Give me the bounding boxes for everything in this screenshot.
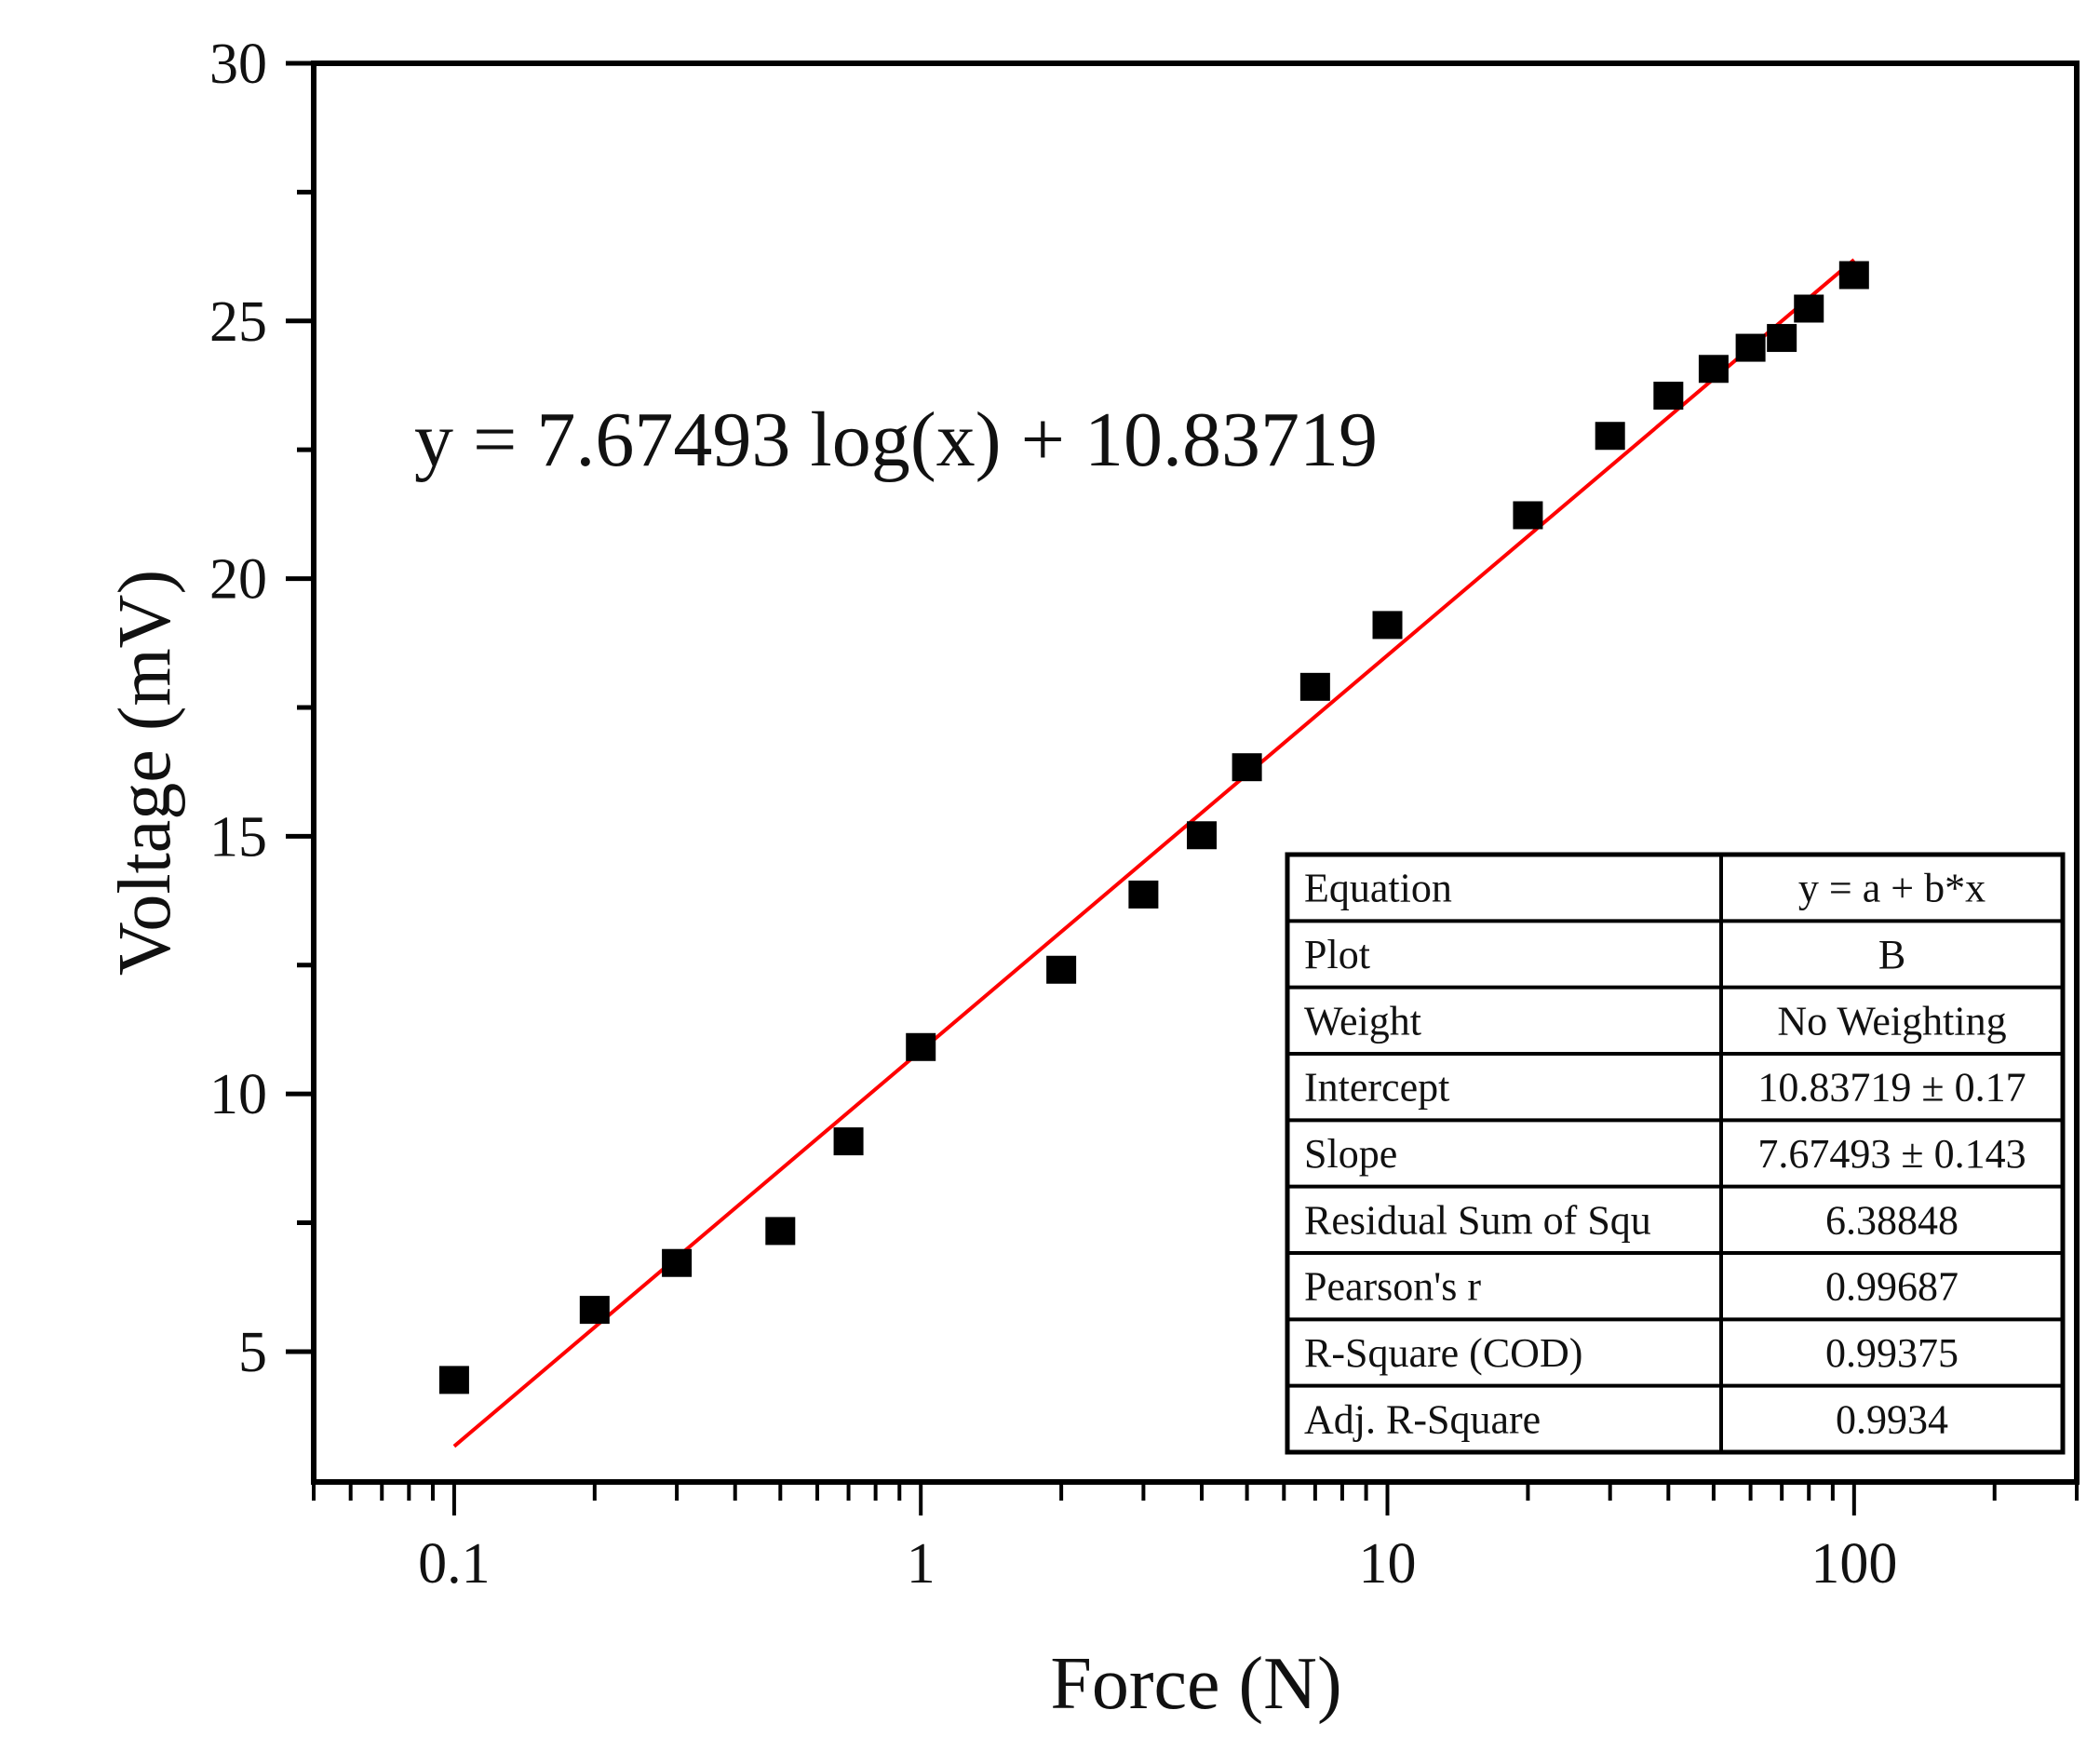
table-cell-label: Equation xyxy=(1304,866,1452,911)
data-point-marker xyxy=(1187,821,1218,850)
table-cell-value: No Weighting xyxy=(1777,998,2006,1044)
data-point-marker xyxy=(662,1248,693,1277)
data-point-marker xyxy=(1046,955,1077,984)
y-tick-label: 10 xyxy=(209,1063,267,1126)
plot-border xyxy=(311,61,2080,1485)
data-point-marker xyxy=(765,1217,796,1246)
table-cell-label: Intercept xyxy=(1304,1065,1449,1111)
table-cell-value: y = a + b*x xyxy=(1798,866,1986,911)
x-axis-ticks: 0.1 1 10 100 xyxy=(312,1482,2079,1596)
table-cell-value: 0.99687 xyxy=(1825,1264,1959,1310)
data-point-marker xyxy=(1735,333,1766,362)
table-cell-value: B xyxy=(1878,932,1905,977)
table-cell-label: Slope xyxy=(1304,1131,1397,1177)
table-cell-label: Pearson's r xyxy=(1304,1264,1481,1310)
data-point-marker xyxy=(1838,261,1869,290)
data-point-marker xyxy=(1767,324,1797,353)
data-point-marker xyxy=(833,1127,864,1156)
data-point-marker xyxy=(1513,501,1543,530)
data-point-marker xyxy=(1698,355,1729,384)
fit-results-table: Equation y = a + b*x Plot B Weight No Weighti… xyxy=(1285,852,2066,1455)
table-cell-value: 10.83719 ± 0.17 xyxy=(1757,1065,2026,1111)
data-point-marker xyxy=(1595,422,1625,451)
table-cell-label: R-Square (COD) xyxy=(1304,1330,1582,1376)
data-point-marker xyxy=(1128,880,1159,909)
fit-line xyxy=(452,258,1856,1448)
table-cell-label: Adj. R-Square xyxy=(1304,1396,1541,1442)
table-cell-label: Weight xyxy=(1304,998,1421,1044)
x-axis-title: Force (N) xyxy=(1050,1643,1341,1725)
data-point-marker xyxy=(1794,294,1824,323)
data-point-marker xyxy=(579,1296,610,1325)
data-point-marker xyxy=(1299,672,1330,701)
table-border xyxy=(1285,852,2066,1455)
y-tick-label: 5 xyxy=(238,1321,267,1384)
fit-equation-annotation: y = 7.67493 log(x) + 10.83719 xyxy=(414,397,1378,483)
x-tick-label: 1 xyxy=(907,1532,936,1596)
y-tick-label: 25 xyxy=(209,290,267,354)
data-markers xyxy=(438,261,1869,1394)
x-tick-label: 100 xyxy=(1811,1532,1897,1596)
table-cell-label: Residual Sum of Squ xyxy=(1304,1197,1651,1243)
x-tick-label: 10 xyxy=(1359,1532,1417,1596)
data-point-marker xyxy=(1372,611,1403,640)
table-cell-label: Plot xyxy=(1304,932,1370,977)
data-point-marker xyxy=(438,1366,469,1394)
table-cell-value: 0.9934 xyxy=(1836,1396,1948,1442)
y-tick-label: 15 xyxy=(209,805,267,869)
data-point-marker xyxy=(906,1032,936,1061)
x-tick-label: 0.1 xyxy=(418,1532,491,1596)
table-cell-value: 7.67493 ± 0.143 xyxy=(1757,1131,2026,1177)
y-tick-label: 20 xyxy=(209,548,267,612)
plot-frame xyxy=(311,61,2080,1485)
y-axis-title: Voltage (mV) xyxy=(104,570,186,976)
data-point-marker xyxy=(1653,382,1684,411)
y-tick-label: 30 xyxy=(209,33,267,96)
y-axis-ticks: 5 10 15 20 25 30 xyxy=(209,33,314,1384)
table-cell-value: 0.99375 xyxy=(1825,1330,1959,1376)
table-cell-value: 6.38848 xyxy=(1825,1197,1959,1243)
data-point-marker xyxy=(1232,753,1262,782)
fit-line-segment xyxy=(452,258,1856,1448)
